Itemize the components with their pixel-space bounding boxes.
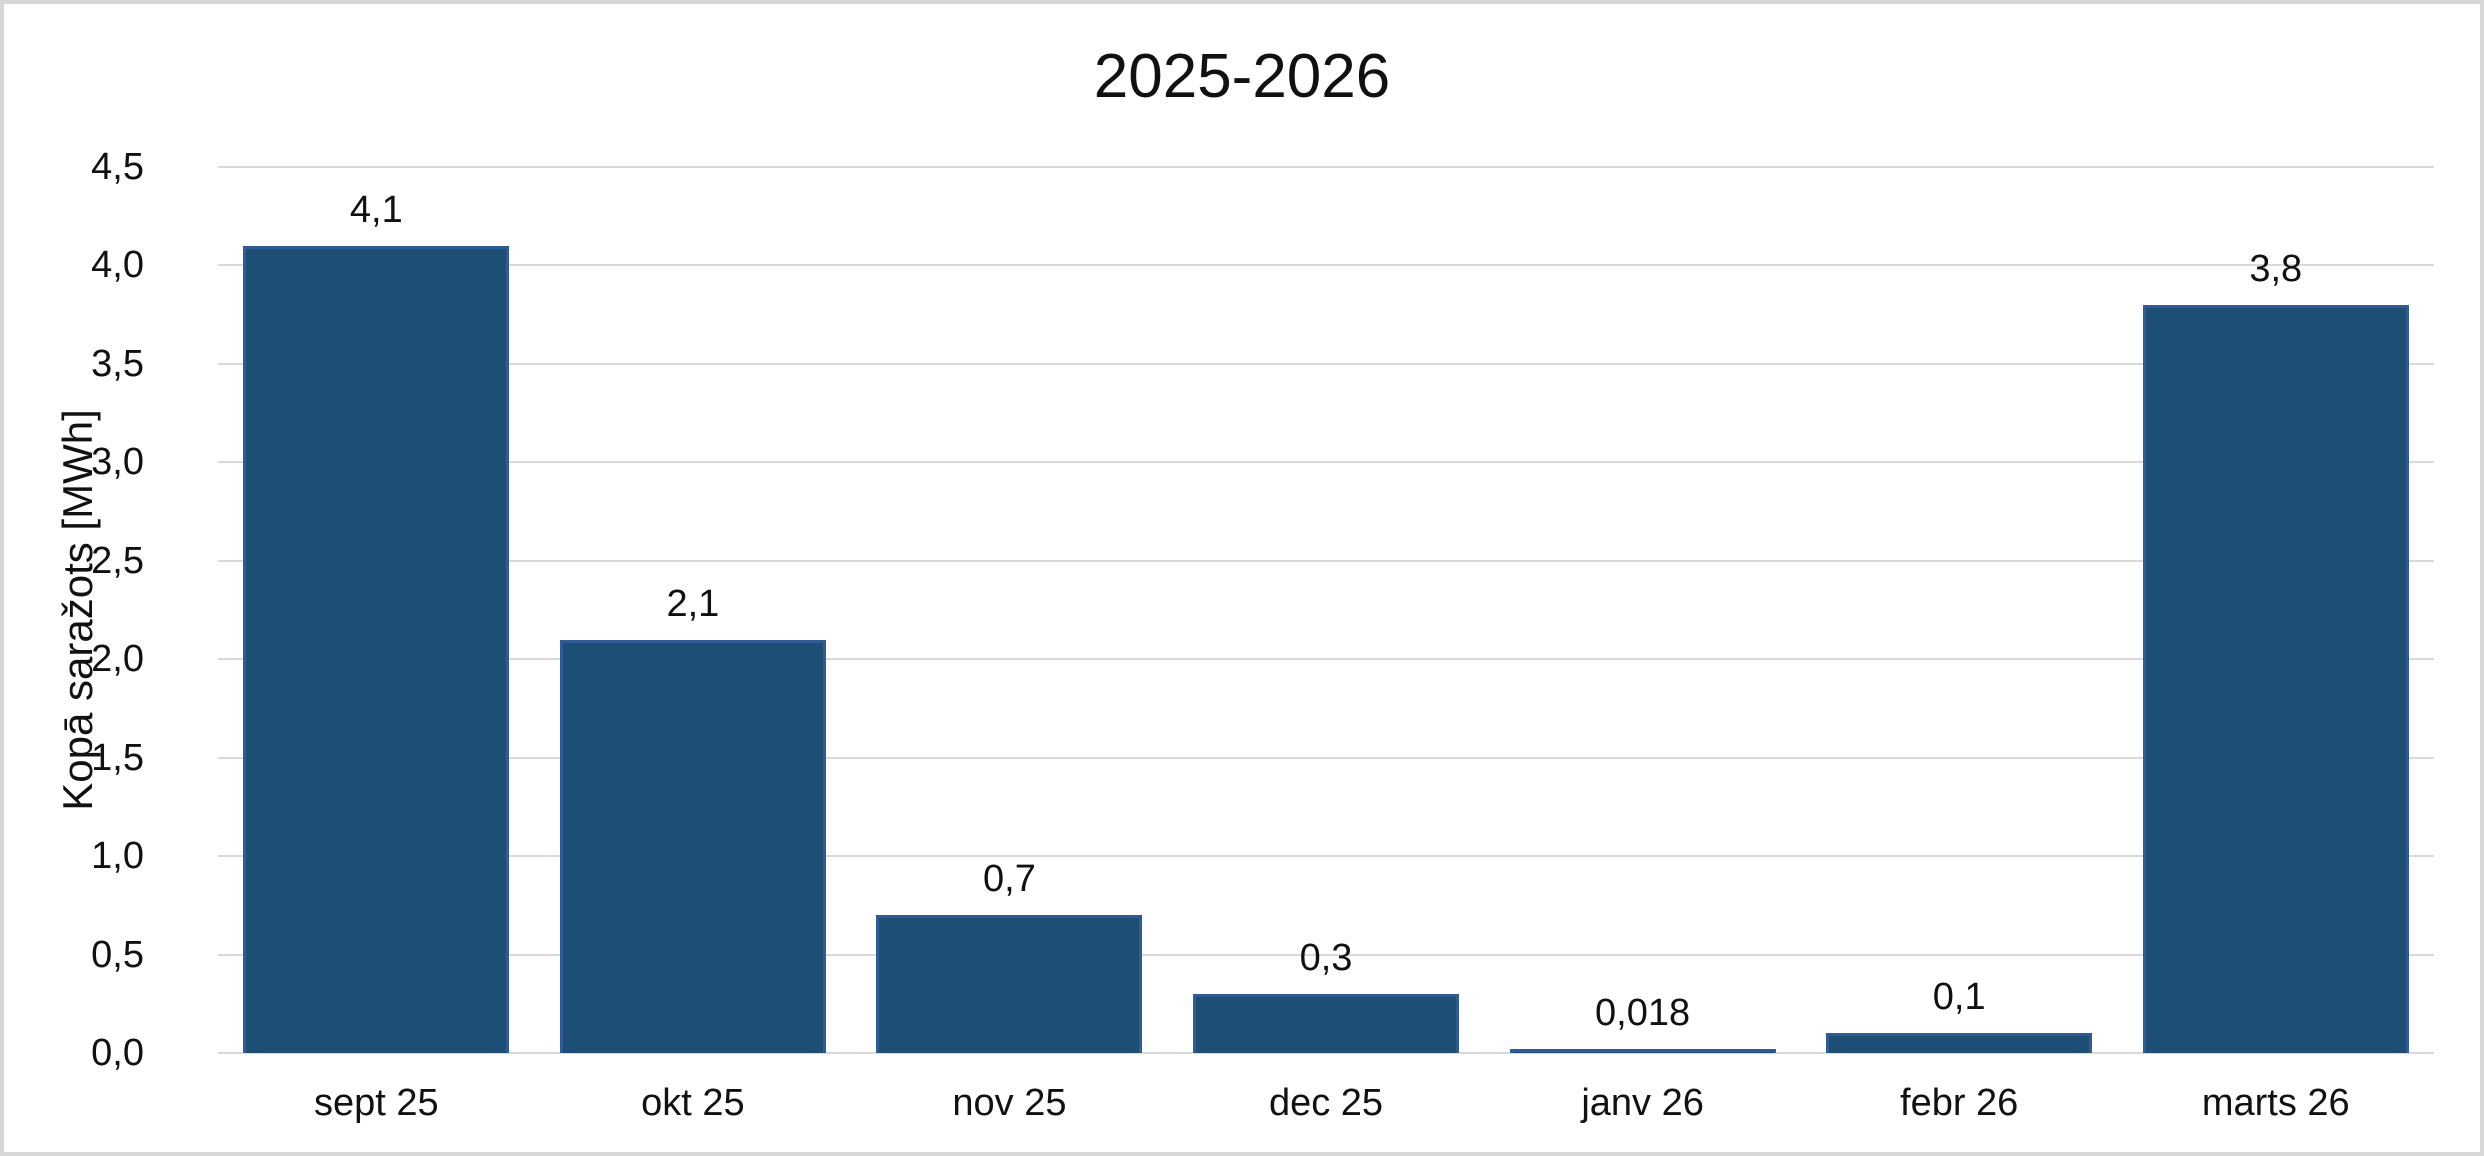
- bar-dec-25: [1193, 994, 1459, 1053]
- bar-cell: 2,1: [535, 167, 852, 1053]
- gridline: [218, 954, 2434, 956]
- bar-cell: 0,7: [851, 167, 1168, 1053]
- x-tick-label: sept 25: [313, 1082, 439, 1124]
- bar-value-label: 2,1: [666, 583, 720, 625]
- y-axis-ticks: 0,0 0,5 1,0 1,5 2,0 2,5 3,0 3,5 4,0 4,5: [4, 4, 180, 1152]
- y-tick-label: 1,0: [91, 835, 144, 877]
- y-tick-label: 2,5: [91, 540, 144, 582]
- y-tick-label: 4,5: [91, 146, 144, 188]
- gridline: [218, 658, 2434, 660]
- bar-cell: 0,3: [1168, 167, 1485, 1053]
- gridline: [218, 166, 2434, 168]
- bar-value-label: 3,8: [2249, 248, 2303, 290]
- x-tick-label: nov 25: [952, 1082, 1067, 1124]
- bars-container: 4,1 2,1 0,7 0,3 0,018 0,1 3,8: [218, 167, 2434, 1053]
- gridline: [218, 1052, 2434, 1054]
- y-tick-label: 4,0: [91, 244, 144, 286]
- bar-sept-25: [243, 246, 510, 1053]
- x-tick-label: okt 25: [641, 1082, 745, 1124]
- y-tick-label: 3,5: [91, 343, 144, 385]
- bar-marts-26: [2142, 305, 2409, 1053]
- x-tick-label: marts 26: [2201, 1082, 2350, 1124]
- y-tick-label: 0,5: [91, 934, 144, 976]
- gridline: [218, 560, 2434, 562]
- bar-cell: 0,1: [1801, 167, 2118, 1053]
- x-tick-label: dec 25: [1268, 1082, 1384, 1124]
- y-tick-label: 0,0: [91, 1032, 144, 1074]
- bar-cell: 3,8: [2117, 167, 2434, 1053]
- bar-okt-25: [559, 640, 826, 1053]
- x-tick-label: febr 26: [1900, 1082, 2019, 1124]
- gridline: [218, 855, 2434, 857]
- gridline: [218, 757, 2434, 759]
- bar-cell: 0,018: [1484, 167, 1801, 1053]
- bar-nov-25: [876, 915, 1143, 1053]
- bar-value-label: 0,018: [1595, 992, 1691, 1034]
- gridline: [218, 264, 2434, 266]
- x-axis-labels: sept 25 okt 25 nov 25 dec 25 janv 26 febr 26 m…: [218, 1080, 2434, 1126]
- gridline: [218, 461, 2434, 463]
- bar-value-label: 0,1: [1932, 976, 1986, 1018]
- x-tick-label: janv 26: [1581, 1082, 1704, 1124]
- bar-janv-26: [1509, 1049, 1776, 1053]
- y-tick-label: 1,5: [91, 737, 144, 779]
- gridline: [218, 363, 2434, 365]
- bar-value-label: 4,1: [349, 189, 403, 231]
- y-tick-label: 3,0: [91, 441, 144, 483]
- bar-value-label: 0,7: [983, 858, 1036, 900]
- plot-area: 4,1 2,1 0,7 0,3 0,018 0,1 3,8: [218, 166, 2434, 1054]
- chart-title: 2025-2026: [1093, 42, 1391, 111]
- bar-cell: 4,1: [218, 167, 535, 1053]
- bar-value-label: 0,3: [1299, 937, 1353, 979]
- y-tick-label: 2,0: [91, 638, 144, 680]
- bar-febr-26: [1826, 1033, 2093, 1053]
